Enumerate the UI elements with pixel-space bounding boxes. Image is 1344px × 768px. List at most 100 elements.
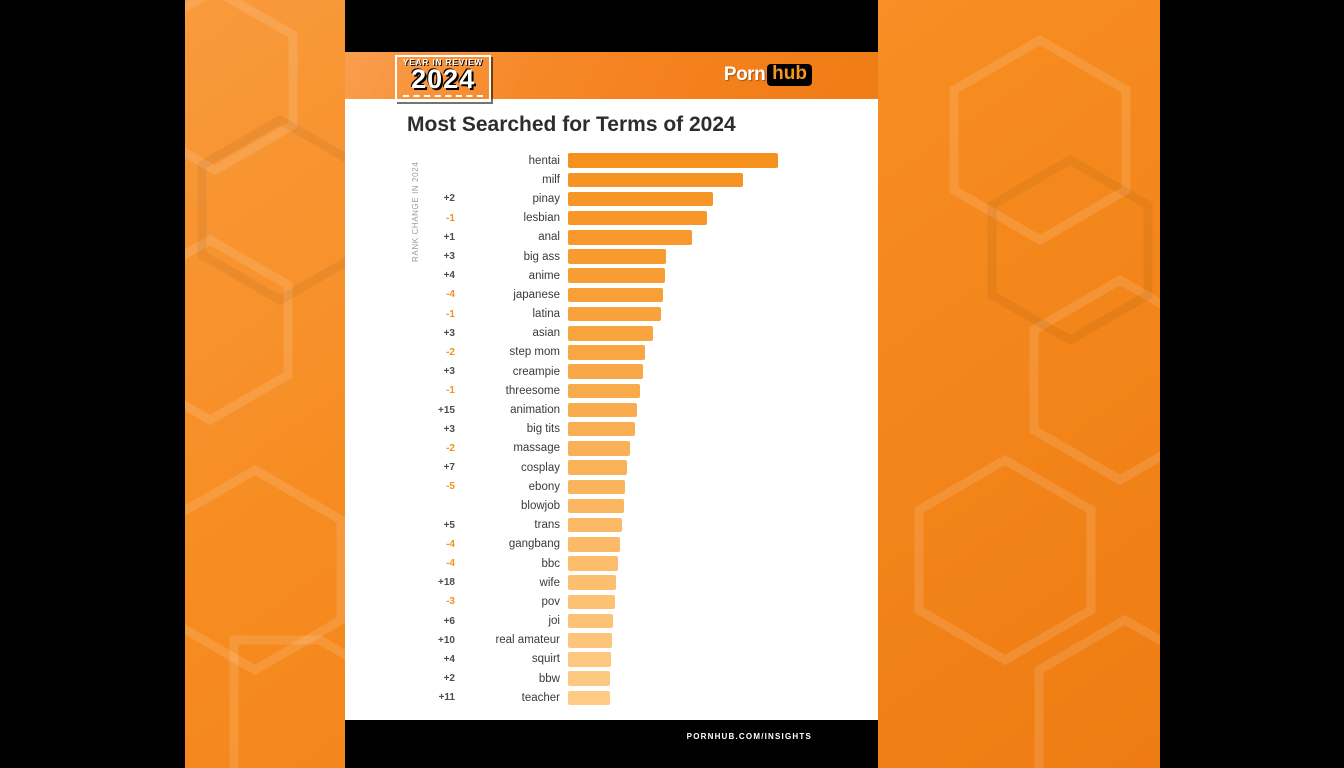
term-label: teacher	[521, 691, 560, 704]
term-bar	[568, 594, 616, 610]
rank-change-value: +10	[438, 634, 455, 646]
chart-row: blowjob	[345, 496, 878, 515]
rank-change-value: -1	[446, 212, 455, 224]
logo-hub-badge: hub	[767, 63, 812, 86]
term-bar	[568, 268, 666, 283]
rank-change-value: +7	[443, 462, 455, 474]
chart-row: -1 lesbian	[345, 209, 878, 228]
term-bar	[568, 191, 713, 207]
term-bar	[568, 517, 622, 533]
rank-change-value: +1	[443, 231, 455, 243]
rank-change-value: +11	[438, 692, 455, 704]
rank-change-value: -5	[446, 481, 455, 493]
term-label: latina	[532, 308, 561, 321]
top-black-strip	[345, 0, 878, 52]
chart-row: -3 pov	[345, 592, 878, 611]
term-bar	[568, 537, 621, 552]
term-label: ebony	[528, 480, 560, 493]
rank-change-axis-label: RANK CHANGE IN 2024	[411, 161, 420, 262]
term-bar	[568, 306, 662, 322]
year-in-review-logo: YEAR IN REVIEW 2024	[395, 55, 492, 102]
chart-row: +2 bbw	[345, 669, 878, 688]
rank-change-value: -2	[446, 346, 455, 358]
term-bar	[568, 172, 743, 188]
rank-change-value: +18	[438, 577, 455, 589]
term-label: lesbian	[523, 212, 560, 225]
chart-panel: Most Searched for Terms of 2024 RANK CHA…	[345, 99, 878, 720]
infographic-card: YEAR IN REVIEW 2024 Porn hub Most Search…	[345, 0, 878, 768]
term-bar	[568, 326, 654, 341]
term-label: wife	[539, 576, 560, 589]
chart-row: +18 wife	[345, 573, 878, 592]
rank-change-value: -4	[446, 538, 455, 550]
chart-row: +3 big ass	[345, 247, 878, 266]
term-bar	[568, 364, 643, 379]
year-in-review-text: YEAR IN REVIEW	[403, 58, 484, 67]
term-bar	[568, 479, 625, 495]
pornhub-logo: Porn hub	[723, 63, 812, 86]
term-bar	[568, 287, 663, 303]
logo-porn-text: Porn	[723, 64, 766, 85]
term-label: bbc	[541, 557, 560, 570]
chart-row: +11 teacher	[345, 688, 878, 707]
term-label: milf	[542, 173, 560, 186]
chart-row: +3 asian	[345, 324, 878, 343]
rank-change-value: +2	[443, 673, 455, 685]
chart-row: +15 animation	[345, 400, 878, 419]
term-bar	[568, 210, 708, 226]
term-bar	[568, 575, 617, 590]
term-bar	[568, 153, 778, 168]
rank-change-value: +3	[443, 251, 455, 263]
term-label: trans	[534, 519, 560, 532]
term-label: pinay	[532, 192, 561, 205]
chart-row: +2 pinay	[345, 189, 878, 208]
term-bar	[568, 633, 613, 648]
term-bar	[568, 613, 613, 629]
term-bar	[568, 230, 692, 245]
chart-row: +6 joi	[345, 612, 878, 631]
term-label: threesome	[505, 384, 560, 397]
rank-change-value: +6	[443, 615, 455, 627]
term-label: hentai	[528, 154, 560, 167]
rank-change-value: +4	[443, 270, 455, 282]
rank-change-value: +15	[438, 404, 455, 416]
term-label: asian	[532, 327, 561, 340]
chart-row: -4 bbc	[345, 554, 878, 573]
rank-change-value: -1	[446, 385, 455, 397]
term-label: blowjob	[521, 499, 560, 512]
term-bar	[568, 441, 630, 456]
chart-row: -4 gangbang	[345, 535, 878, 554]
rank-change-value: +3	[443, 366, 455, 378]
term-label: gangbang	[508, 538, 560, 551]
footer-bar: PORNHUB.COM/INSIGHTS	[345, 720, 878, 768]
term-bar	[568, 460, 627, 475]
term-label: bbw	[538, 672, 560, 685]
rank-change-value: -4	[446, 558, 455, 570]
chart-row: -5 ebony	[345, 477, 878, 496]
term-label: anal	[538, 231, 560, 244]
term-label: big tits	[526, 423, 560, 436]
logo-dashed-underline	[403, 94, 484, 97]
term-label: joi	[548, 615, 560, 628]
term-bar	[568, 383, 641, 399]
rank-change-value: -3	[446, 596, 455, 608]
term-bar	[568, 498, 625, 514]
rank-change-value: -4	[446, 289, 455, 301]
term-bar	[568, 421, 635, 437]
term-label: animation	[510, 404, 560, 417]
chart-row: -1 latina	[345, 305, 878, 324]
term-label: squirt	[531, 653, 560, 666]
rank-change-value: +4	[443, 653, 455, 665]
chart-row: +1 anal	[345, 228, 878, 247]
page-title: Most Searched for Terms of 2024	[407, 113, 736, 136]
term-label: japanese	[513, 288, 560, 301]
chart-row: +4 squirt	[345, 650, 878, 669]
chart-row: +3 creampie	[345, 362, 878, 381]
term-label: pov	[541, 595, 560, 608]
term-bar	[568, 402, 638, 418]
term-bar	[568, 690, 610, 706]
rank-change-value: +2	[443, 193, 455, 205]
header-band: YEAR IN REVIEW 2024 Porn hub	[345, 52, 878, 102]
term-label: real amateur	[495, 634, 560, 647]
